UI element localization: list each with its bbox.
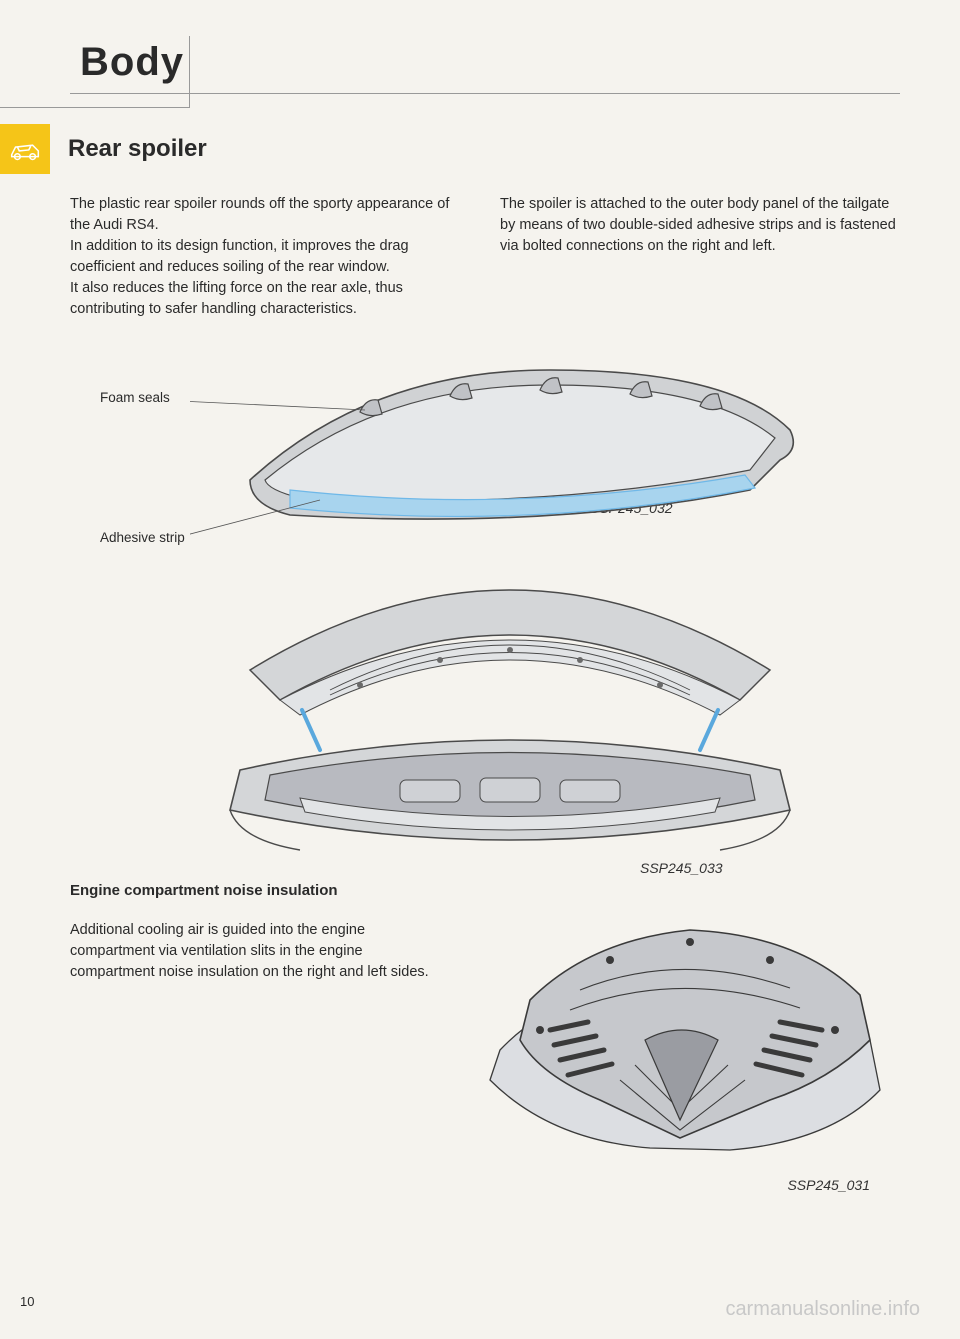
left-column: The plastic rear spoiler rounds off the … bbox=[70, 194, 470, 320]
section-title: Rear spoiler bbox=[68, 135, 207, 163]
section-noise-insulation: Engine compartment noise insulation Addi… bbox=[70, 880, 900, 1185]
watermark: carmanualsonline.info bbox=[725, 1298, 920, 1321]
figure-noise-insulation bbox=[470, 880, 900, 1180]
title-frame-line bbox=[0, 36, 190, 108]
title-rule bbox=[70, 93, 900, 94]
figure-spoiler bbox=[190, 340, 830, 550]
body-columns: The plastic rear spoiler rounds off the … bbox=[70, 194, 900, 320]
section2-heading: Engine compartment noise insulation bbox=[70, 880, 450, 902]
right-column: The spoiler is attached to the outer bod… bbox=[500, 194, 900, 320]
label-adhesive-strip: Adhesive strip bbox=[100, 530, 185, 545]
car-body-icon bbox=[0, 124, 50, 174]
label-foam-seals: Foam seals bbox=[100, 390, 170, 405]
section-header: Rear spoiler bbox=[0, 124, 900, 174]
page-number: 10 bbox=[20, 1294, 34, 1309]
chapter-title: Body bbox=[80, 40, 900, 85]
section2-body: Additional cooling air is guided into th… bbox=[70, 920, 450, 983]
figure3-caption: SSP245_031 bbox=[787, 1177, 870, 1193]
figure-tailgate bbox=[180, 550, 840, 870]
